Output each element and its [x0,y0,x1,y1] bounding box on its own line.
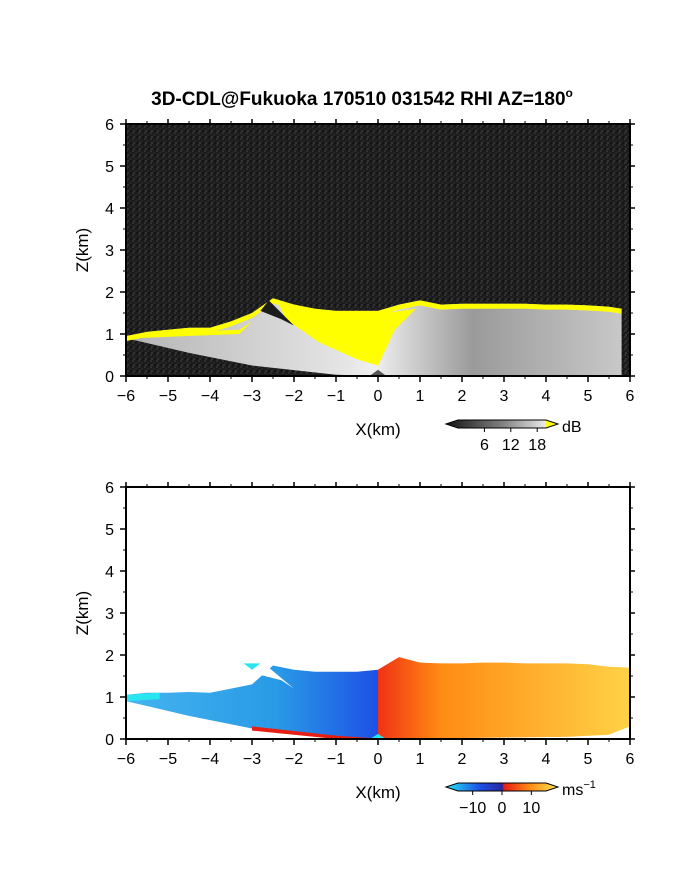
y-tick-label: 4 [105,564,114,581]
y-tick-label: 5 [105,159,114,176]
velocity-approaching [126,665,378,739]
x-tick-label: −5 [159,751,177,768]
colorbar-bar [444,782,560,792]
x-axis-label: X(km) [355,420,400,439]
echo-left-edge [134,321,252,339]
echo-notch [260,300,294,326]
x-tick-label: −3 [243,751,261,768]
colorbar-tick-label: 18 [528,437,546,454]
figure-title: 3D-CDL@Fukuoka 170510 031542 RHI AZ=180o [151,86,573,110]
x-tick-label: −6 [117,388,135,405]
x-tick-label: 2 [458,388,467,405]
colorbar: −10 0 10 ms−1 [444,779,596,817]
colorbar-unit: dB [562,419,582,436]
radar-site [369,734,387,739]
y-axis-label: Z(km) [73,591,92,635]
y-tick-label: 2 [105,648,114,665]
colorbar-tick-label: 0 [498,800,507,817]
x-tick-label: 6 [626,751,635,768]
x-tick-label: 1 [416,388,425,405]
y-axis-label: Z(km) [73,228,92,272]
colorbar-unit: ms−1 [562,779,596,799]
velocity-receding [378,657,630,739]
x-tick-label: 0 [374,751,383,768]
y-tick-label: 1 [105,690,114,707]
x-tick-label: −2 [285,388,303,405]
x-tick-label: 3 [500,751,509,768]
x-tick-label: −4 [201,751,219,768]
velocity-cyan-patch [243,663,261,670]
colorbar-tick-label: 10 [522,800,540,817]
colorbar-tick-label: 6 [480,437,489,454]
colorbar-tick-label: −10 [459,800,486,817]
x-tick-label: 6 [626,388,635,405]
x-tick-label: 5 [584,388,593,405]
y-tick-label: 6 [105,480,114,497]
x-tick-label: 3 [500,388,509,405]
velocity-red-strip [252,726,374,739]
y-tick-label: 6 [105,117,114,134]
colorbar-unit-exponent: −1 [583,779,596,791]
colorbar-tick-label: 12 [502,437,520,454]
x-tick-label: 4 [542,751,551,768]
velocity-notch [256,667,294,689]
velocity-cyan-edge [126,692,160,702]
x-tick-label: 1 [416,751,425,768]
x-tick-label: 2 [458,751,467,768]
x-tick-label: −1 [327,388,345,405]
echo-core [277,300,416,366]
x-tick-label: −6 [117,751,135,768]
y-tick-label: 1 [105,327,114,344]
x-tick-label: 4 [542,388,551,405]
colorbar: 6 12 18 dB [444,419,582,454]
x-tick-label: −2 [285,751,303,768]
y-tick-label: 0 [105,369,114,386]
x-tick-label: −4 [201,388,219,405]
y-tick-label: 5 [105,522,114,539]
x-tick-label: −1 [327,751,345,768]
x-axis-label: X(km) [355,783,400,802]
x-tick-label: 5 [584,751,593,768]
y-tick-label: 3 [105,606,114,623]
radar-site [369,369,387,376]
y-tick-label: 2 [105,285,114,302]
y-tick-label: 4 [105,201,114,218]
x-tick-label: −5 [159,388,177,405]
x-tick-label: 0 [374,388,383,405]
y-tick-label: 3 [105,243,114,260]
y-tick-label: 0 [105,732,114,749]
colorbar-bar [444,419,560,429]
x-tick-label: −3 [243,388,261,405]
